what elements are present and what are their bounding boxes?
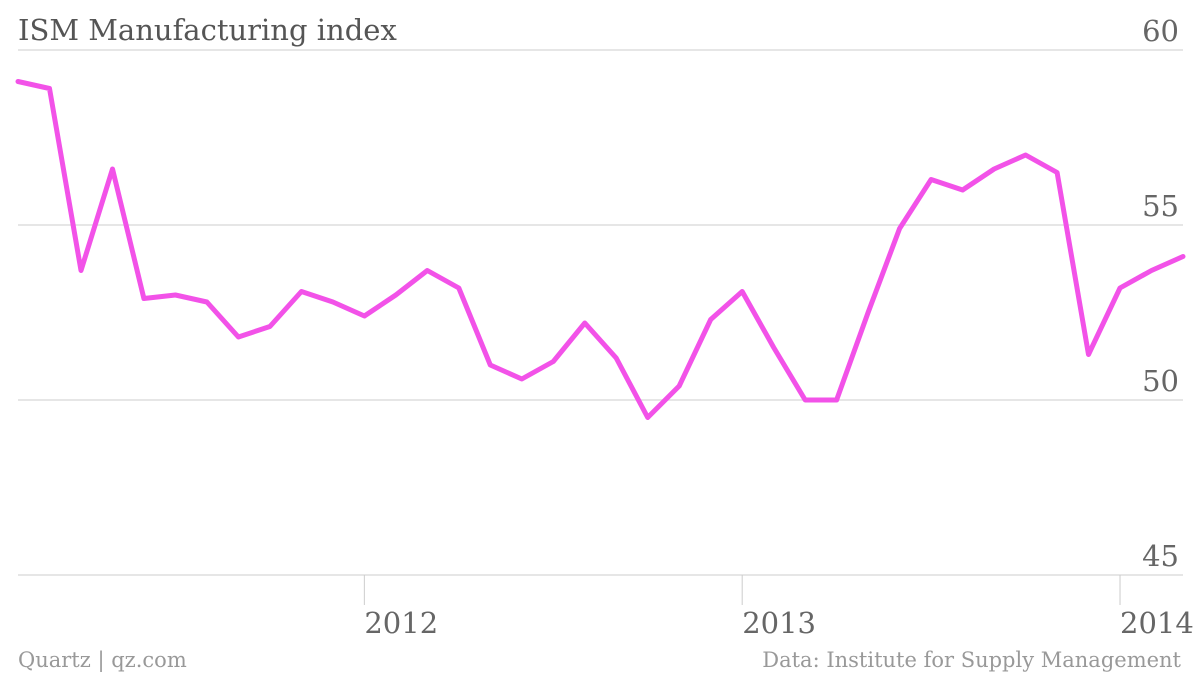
data-point-2013-06 (897, 226, 902, 231)
data-point-2013-10 (1023, 153, 1028, 158)
data-point-2012-03 (425, 268, 430, 273)
x-tick-label-2013: 2013 (742, 606, 816, 640)
data-point-2011-08 (204, 300, 209, 305)
footer-source-right: Data: Institute for Supply Management (762, 648, 1181, 672)
y-axis-tick-labels: 60 55 50 45 (1142, 14, 1179, 573)
y-tick-label-55: 55 (1142, 189, 1179, 223)
data-point-2011-11 (299, 289, 304, 294)
data-point-2013-02 (771, 345, 776, 350)
data-point-2012-06 (519, 377, 524, 382)
data-point-2013-03 (803, 398, 808, 403)
footer-source-left: Quartz | qz.com (18, 648, 187, 673)
data-point-2011-09 (236, 335, 241, 340)
data-point-2013-07 (929, 177, 934, 182)
series-line-group (15, 79, 1186, 420)
data-point-2014-01 (1118, 286, 1123, 291)
data-point-2012-07 (551, 359, 556, 364)
data-point-2012-02 (393, 293, 398, 298)
data-point-2013-08 (960, 188, 965, 193)
x-tick-label-2014: 2014 (1120, 606, 1194, 640)
data-point-2012-01 (362, 314, 367, 319)
x-axis-tick-labels: 2012 2013 2014 (363, 575, 1194, 640)
data-point-2011-03 (47, 86, 52, 91)
data-point-2011-12 (330, 300, 335, 305)
y-tick-label-50: 50 (1142, 364, 1179, 398)
data-point-2012-10 (645, 415, 650, 420)
series-line (15, 79, 1186, 420)
y-tick-label-45: 45 (1142, 539, 1179, 573)
data-point-2013-05 (866, 310, 871, 315)
data-point-2012-11 (677, 384, 682, 389)
chart-title: ISM Manufacturing index (18, 13, 397, 47)
data-point-2013-01 (740, 289, 745, 294)
gridlines (18, 49, 1183, 576)
x-tick-label-2012: 2012 (364, 606, 438, 640)
data-point-2012-12 (708, 317, 713, 322)
data-point-2013-04 (834, 398, 839, 403)
data-point-2013-11 (1055, 170, 1060, 175)
data-point-2012-09 (614, 356, 619, 361)
data-point-2011-02 (16, 79, 21, 84)
data-point-2011-10 (267, 324, 272, 329)
data-point-2011-05 (110, 167, 115, 172)
data-point-2012-04 (456, 286, 461, 291)
data-point-2014-03 (1181, 254, 1186, 259)
y-tick-label-60: 60 (1142, 14, 1179, 48)
data-point-2012-08 (582, 321, 587, 326)
data-point-2013-09 (992, 167, 997, 172)
data-point-2014-02 (1149, 268, 1154, 273)
data-point-2013-12 (1086, 352, 1091, 357)
data-point-2011-07 (173, 293, 178, 298)
data-point-2011-04 (78, 268, 83, 273)
data-point-2011-06 (141, 296, 146, 301)
data-point-2012-05 (488, 363, 493, 368)
